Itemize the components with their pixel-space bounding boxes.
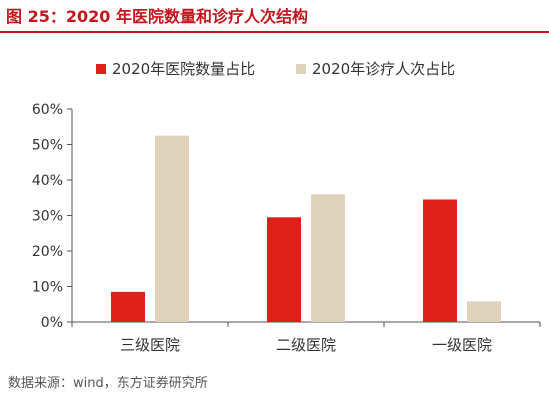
y-tick-label: 20%	[32, 244, 63, 260]
bar	[111, 291, 145, 322]
y-tick-label: 30%	[32, 209, 63, 225]
legend-label: 2020年医院数量占比	[112, 60, 255, 78]
bar	[467, 301, 501, 322]
y-tick-label: 40%	[32, 173, 63, 189]
x-category-label: 二级医院	[276, 336, 336, 354]
y-axis: 0% 10% 20% 30% 40% 50% 60%	[32, 102, 73, 331]
bar	[155, 135, 189, 322]
bars	[111, 135, 501, 322]
bar-chart: 2020年医院数量占比 2020年诊疗人次占比 0% 10% 20% 30% 40% 50%…	[32, 60, 541, 354]
x-category-label: 一级医院	[432, 336, 492, 354]
source-note: 数据来源：wind，东方证券研究所	[8, 376, 208, 391]
title-divider	[0, 31, 549, 33]
legend-swatch	[296, 64, 306, 74]
x-axis: 三级医院 二级医院 一级医院	[71, 321, 541, 354]
y-tick-label: 50%	[32, 138, 63, 154]
y-tick-label: 60%	[32, 102, 63, 118]
bar	[311, 194, 345, 322]
figure-title: 图 25：2020 年医院数量和诊疗人次结构	[6, 7, 308, 26]
y-tick-label: 10%	[32, 280, 63, 296]
y-tick-label: 0%	[41, 315, 63, 331]
legend-label: 2020年诊疗人次占比	[312, 60, 455, 78]
legend-swatch	[96, 64, 106, 74]
bar	[267, 217, 301, 322]
x-category-label: 三级医院	[120, 336, 180, 354]
bar	[423, 199, 457, 322]
chart-legend: 2020年医院数量占比 2020年诊疗人次占比	[96, 60, 455, 78]
